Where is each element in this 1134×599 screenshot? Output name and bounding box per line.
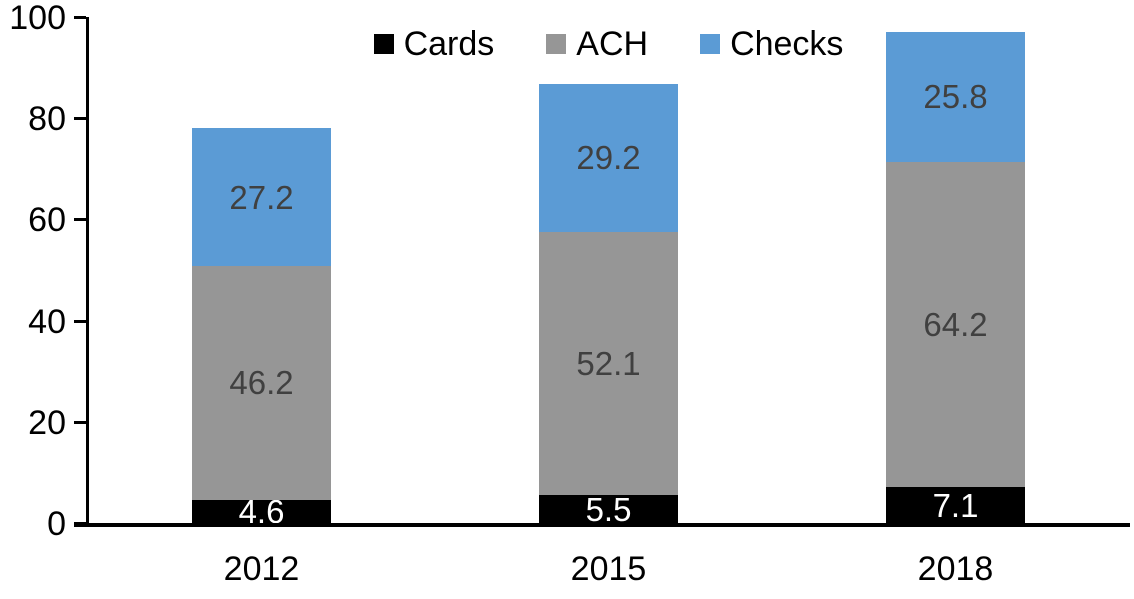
legend-item-ach: ACH (546, 27, 648, 61)
bar-value-label: 46.2 (229, 364, 294, 402)
bar-value-label: 25.8 (923, 78, 988, 116)
y-tick-mark (74, 420, 86, 424)
bar-value-label: 7.1 (932, 486, 979, 524)
y-tick-label: 60 (28, 201, 66, 240)
chart-legend: Cards ACH Checks (88, 27, 1129, 61)
y-tick-mark (74, 218, 86, 222)
bar-segment-ach: 52.1 (539, 231, 678, 496)
bar-segment-checks: 29.2 (539, 83, 678, 232)
legend-label: ACH (576, 25, 649, 63)
legend-item-cards: Cards (373, 25, 495, 63)
bar-value-label: 52.1 (576, 344, 641, 382)
bar-value-label: 4.6 (238, 492, 285, 530)
y-tick-label: 40 (28, 302, 66, 341)
bar-segment-cards: 5.5 (539, 490, 678, 528)
x-tick-label: 2018 (917, 550, 994, 588)
bar-segment-ach: 46.2 (192, 265, 331, 500)
bar-value-label: 5.5 (585, 490, 632, 528)
y-axis-line (86, 17, 89, 527)
bar-segment-ach: 64.2 (886, 162, 1025, 488)
bar-segment-cards: 7.1 (886, 487, 1025, 523)
y-tick-mark (74, 16, 86, 19)
legend-marker-cards-icon (373, 34, 394, 54)
bar-segment-cards: 4.6 (192, 495, 331, 528)
y-tick-mark (74, 117, 86, 121)
legend-label: Checks (730, 25, 844, 63)
bar-value-label: 64.2 (923, 306, 988, 344)
y-tick-label: 100 (9, 0, 66, 37)
legend-marker-ach-icon (546, 34, 567, 54)
x-tick-label: 2015 (570, 550, 647, 588)
bar-value-label: 27.2 (229, 178, 294, 216)
bar-segment-checks: 25.8 (886, 31, 1025, 163)
y-tick-label: 20 (28, 403, 66, 442)
bar-value-label: 29.2 (576, 139, 641, 177)
x-axis-line (74, 523, 1130, 527)
y-tick-mark (74, 319, 86, 323)
bar-segment-checks: 27.2 (192, 128, 331, 266)
legend-item-checks: Checks (700, 27, 843, 61)
y-tick-label: 0 (47, 505, 66, 543)
legend-marker-checks-icon (700, 34, 721, 54)
x-tick-label: 2012 (223, 550, 300, 588)
legend-label: Cards (403, 25, 495, 63)
y-tick-label: 80 (28, 100, 66, 139)
